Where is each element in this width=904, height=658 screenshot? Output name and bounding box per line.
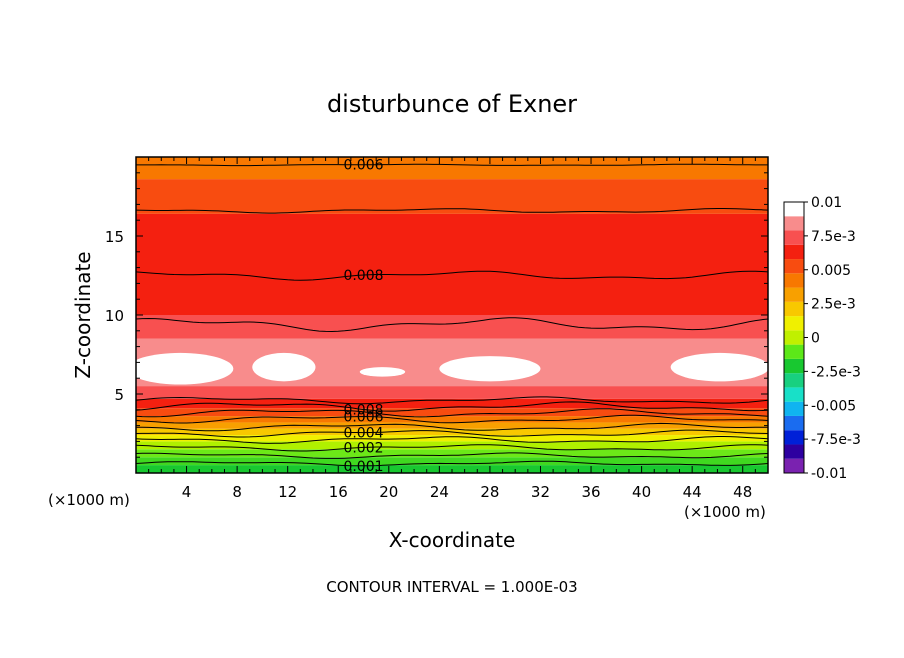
contour-line (136, 163, 768, 167)
y-tick-label: 15 (105, 228, 124, 246)
colorbar-swatch (784, 216, 804, 231)
white-region (136, 352, 234, 385)
contour-label: 0.008 (343, 268, 383, 284)
colorbar-swatch (784, 259, 804, 274)
contour-line (136, 396, 768, 405)
x-tick-label: 20 (379, 483, 398, 501)
plot-area (136, 157, 768, 473)
contour-label: 0.002 (343, 440, 383, 456)
colorbar-label: 0.01 (811, 195, 842, 211)
colorbar-swatch (784, 430, 804, 445)
colorbar-label: 0.005 (811, 263, 851, 279)
y-axis-label: Z-coordinate (71, 251, 95, 378)
colorbar-swatch (784, 301, 804, 317)
x-tick-label: 36 (581, 483, 600, 501)
y-tick-labels: 5 10 15 (105, 228, 124, 404)
x-tick-label: 4 (182, 483, 192, 501)
colorbar-swatch (784, 244, 804, 260)
x-tick-label: 32 (531, 483, 550, 501)
colorbar-swatch (784, 401, 804, 416)
colorbar-swatch (784, 373, 804, 388)
contour-line (136, 317, 768, 333)
colorbar-label: -7.5e-3 (811, 432, 861, 448)
contour-line (136, 452, 768, 459)
colorbar-swatch (784, 358, 804, 374)
filled-band (136, 386, 768, 399)
colorbar-swatch (784, 316, 804, 331)
contour-label: 0.001 (343, 459, 383, 475)
colorbar-label: 0 (811, 331, 820, 347)
x-tick-label: 24 (430, 483, 449, 501)
contour-label: 0.006 (343, 410, 383, 426)
filled-band (136, 179, 768, 214)
x-unit-left: (×1000 m) (48, 491, 130, 509)
filled-band (136, 213, 768, 315)
axis-ticks (136, 157, 768, 473)
contour-label: 0.004 (343, 426, 383, 442)
white-region (670, 352, 768, 382)
filled-band (136, 441, 768, 450)
contour-line (136, 208, 768, 214)
colorbar-swatch (784, 287, 804, 302)
x-tick-label: 12 (278, 483, 297, 501)
colorbar-label: 2.5e-3 (811, 297, 856, 313)
x-tick-label: 40 (632, 483, 651, 501)
contour-line (136, 444, 768, 452)
filled-band (136, 422, 768, 429)
colorbar-label: 7.5e-3 (811, 229, 856, 245)
colorbar-swatch (784, 458, 804, 473)
colorbar-swatch (784, 202, 804, 217)
footer-text: CONTOUR INTERVAL = 1.000E-03 (326, 578, 577, 596)
colorbar (783, 201, 805, 474)
filled-band (136, 408, 768, 417)
contour-lines (136, 163, 768, 467)
colorbar-swatch (784, 330, 804, 345)
white-region (439, 356, 541, 382)
x-tick-label: 16 (329, 483, 348, 501)
filled-band (136, 315, 768, 339)
white-region (252, 352, 316, 382)
white-region (359, 367, 406, 377)
contour-line (136, 460, 768, 467)
contour-line (136, 401, 768, 412)
filled-band (136, 449, 768, 458)
filled-band (136, 435, 768, 442)
colorbar-label: -0.005 (811, 398, 856, 414)
contour-label: 0.008 (343, 403, 383, 419)
x-tick-labels: 4 8 12 16 20 24 28 32 36 40 44 48 (182, 483, 752, 501)
contour-line (136, 270, 768, 281)
contour-line (136, 414, 768, 424)
colorbar-label: -0.01 (811, 466, 847, 482)
y-tick-label: 5 (114, 386, 124, 404)
contour-line (136, 422, 768, 432)
contour-label: 0.006 (343, 158, 383, 174)
x-axis-label: X-coordinate (389, 528, 516, 552)
filled-band (136, 157, 768, 180)
colorbar-swatch (784, 444, 804, 459)
x-tick-label: 48 (733, 483, 752, 501)
colorbar-swatch (784, 273, 804, 288)
filled-band (136, 416, 768, 423)
colorbar-labels: 0.01 7.5e-3 0.005 2.5e-3 0 -2.5e-3 -0.005 -7.5e… (804, 195, 861, 482)
x-tick-label: 8 (232, 483, 242, 501)
colorbar-swatch (784, 415, 804, 431)
contour-line (136, 436, 768, 444)
filled-band (136, 457, 768, 466)
filled-band (136, 398, 768, 409)
x-tick-label: 28 (480, 483, 499, 501)
contour-line (136, 408, 768, 418)
chart-title: disturbunce of Exner (327, 90, 577, 118)
x-unit-right: (×1000 m) (684, 503, 766, 521)
x-tick-label: 44 (683, 483, 702, 501)
colorbar-swatch (784, 230, 804, 245)
colorbar-swatch (784, 387, 804, 402)
colorbar-swatch (784, 344, 804, 359)
colorbar-label: -2.5e-3 (811, 364, 861, 380)
contour-line (136, 429, 768, 438)
y-tick-label: 10 (105, 307, 124, 325)
